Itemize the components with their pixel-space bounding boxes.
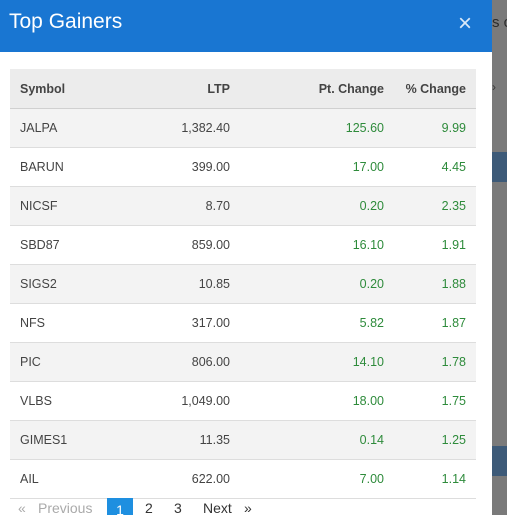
cell-ltp: 317.00 (126, 303, 240, 343)
cell-ltp: 11.35 (126, 420, 240, 460)
page-button-2[interactable]: 2 (145, 500, 153, 515)
background-band (490, 446, 507, 476)
table-row: JALPA 1,382.40 125.60 9.99 (10, 108, 476, 148)
close-icon[interactable]: × (458, 10, 473, 37)
table-row: BARUN 399.00 17.00 4.45 (10, 147, 476, 187)
cell-pct-change: 1.25 (394, 420, 476, 460)
column-header-symbol: Symbol (10, 69, 126, 109)
background-page: s c › (490, 0, 507, 515)
cell-pt-change: 7.00 (240, 459, 394, 499)
cell-pct-change: 1.91 (394, 225, 476, 265)
next-arrow-icon[interactable]: » (244, 500, 252, 515)
table-row: VLBS 1,049.00 18.00 1.75 (10, 381, 476, 421)
table-row: PIC 806.00 14.10 1.78 (10, 342, 476, 382)
cell-ltp: 806.00 (126, 342, 240, 382)
cell-pct-change: 1.75 (394, 381, 476, 421)
table-header-row: Symbol LTP Pt. Change % Change (10, 69, 476, 109)
next-button[interactable]: Next (203, 500, 232, 515)
cell-pt-change: 0.14 (240, 420, 394, 460)
modal-header: Top Gainers × (0, 0, 492, 52)
cell-ltp: 10.85 (126, 264, 240, 304)
cell-symbol: AIL (10, 459, 126, 499)
cell-pct-change: 9.99 (394, 108, 476, 148)
cell-symbol: GIMES1 (10, 420, 126, 460)
page-button-1[interactable]: 1 (107, 498, 133, 515)
table-row: SBD87 859.00 16.10 1.91 (10, 225, 476, 265)
cell-symbol: JALPA (10, 108, 126, 148)
column-header-ltp: LTP (126, 69, 240, 109)
cell-ltp: 859.00 (126, 225, 240, 265)
cell-pt-change: 125.60 (240, 108, 394, 148)
cell-ltp: 1,049.00 (126, 381, 240, 421)
background-header-text: s c (492, 14, 507, 31)
cell-pct-change: 1.14 (394, 459, 476, 499)
top-gainers-modal: Top Gainers × Symbol LTP Pt. Change % Ch… (0, 0, 492, 515)
background-band (490, 152, 507, 182)
cell-symbol: SBD87 (10, 225, 126, 265)
gainers-table-container: Symbol LTP Pt. Change % Change JALPA 1,38… (10, 69, 476, 499)
cell-symbol: PIC (10, 342, 126, 382)
cell-pt-change: 0.20 (240, 264, 394, 304)
cell-symbol: BARUN (10, 147, 126, 187)
cell-ltp: 1,382.40 (126, 108, 240, 148)
table-row: NICSF 8.70 0.20 2.35 (10, 186, 476, 226)
cell-pct-change: 1.87 (394, 303, 476, 343)
column-header-pct-change: % Change (394, 69, 476, 109)
cell-ltp: 399.00 (126, 147, 240, 187)
cell-pt-change: 17.00 (240, 147, 394, 187)
cell-symbol: VLBS (10, 381, 126, 421)
cell-pt-change: 16.10 (240, 225, 394, 265)
cell-pct-change: 2.35 (394, 186, 476, 226)
cell-symbol: SIGS2 (10, 264, 126, 304)
cell-symbol: NICSF (10, 186, 126, 226)
table-row: NFS 317.00 5.82 1.87 (10, 303, 476, 343)
page-button-3[interactable]: 3 (174, 500, 182, 515)
cell-pt-change: 18.00 (240, 381, 394, 421)
modal-title: Top Gainers (9, 10, 123, 33)
table-row: SIGS2 10.85 0.20 1.88 (10, 264, 476, 304)
cell-pct-change: 1.88 (394, 264, 476, 304)
cell-ltp: 622.00 (126, 459, 240, 499)
gainers-table: Symbol LTP Pt. Change % Change JALPA 1,38… (10, 69, 476, 499)
background-chevron-icon: › (492, 80, 496, 94)
cell-pt-change: 0.20 (240, 186, 394, 226)
previous-button[interactable]: Previous (38, 500, 93, 515)
cell-pct-change: 1.78 (394, 342, 476, 382)
cell-symbol: NFS (10, 303, 126, 343)
previous-arrow-icon: « (18, 500, 26, 515)
cell-pct-change: 4.45 (394, 147, 476, 187)
column-header-pt-change: Pt. Change (240, 69, 394, 109)
cell-pt-change: 14.10 (240, 342, 394, 382)
table-row: AIL 622.00 7.00 1.14 (10, 459, 476, 499)
cell-pt-change: 5.82 (240, 303, 394, 343)
table-row: GIMES1 11.35 0.14 1.25 (10, 420, 476, 460)
cell-ltp: 8.70 (126, 186, 240, 226)
